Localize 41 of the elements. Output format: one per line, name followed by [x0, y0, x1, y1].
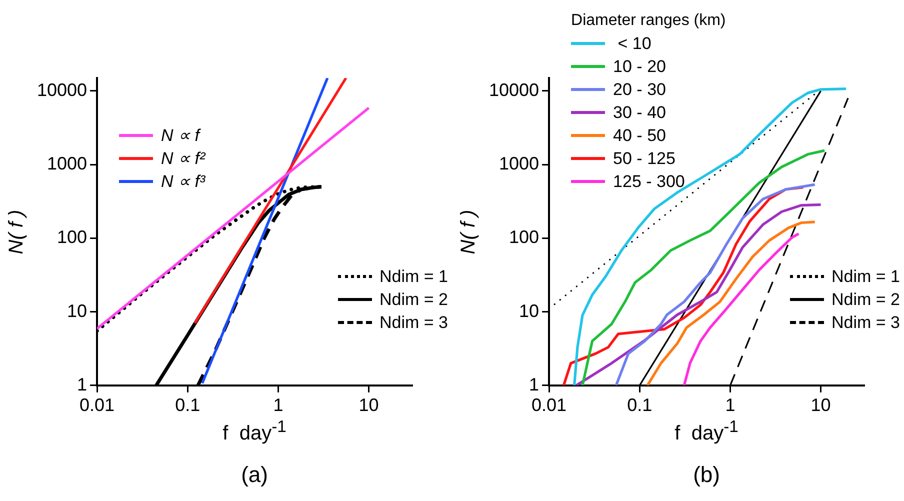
x-tick-label: 0.1	[627, 395, 652, 416]
legend-label: Ndim = 2	[832, 290, 900, 310]
y-tick-label: 10	[519, 300, 540, 321]
y-tick-label: 1	[529, 374, 540, 394]
x-tick-label: 1	[273, 395, 284, 416]
legend-label: 20 - 30	[613, 80, 666, 100]
legend-label: Ndim = 1	[832, 266, 900, 287]
y-tick-label: 1000	[47, 154, 88, 174]
legend-label: Ndim = 2	[380, 290, 448, 310]
y-tick-label: 1	[77, 374, 88, 394]
x-tick-label: 0.01	[80, 395, 115, 416]
x-tick-label: 10	[810, 395, 831, 416]
y-tick-label: 1000	[499, 154, 540, 174]
legend-label: Ndim = 3	[380, 312, 448, 333]
legend-label: N ∝ f	[161, 125, 200, 146]
legend-label: 40 - 50	[613, 126, 666, 146]
legend-label: N ∝ f³	[161, 171, 206, 192]
legend-label: 50 - 125	[613, 148, 676, 168]
y-tick-label: 10000	[488, 80, 540, 100]
legend-label: N ∝ f²	[161, 148, 206, 169]
legend-title: Diameter ranges (km)	[571, 12, 726, 30]
x-tick-label: 1	[725, 395, 736, 416]
legend-label: 10 - 20	[613, 56, 666, 76]
y-tick-label: 10000	[36, 80, 88, 100]
legend-label: 125 - 300	[613, 172, 685, 192]
x-tick-label: 0.01	[532, 395, 567, 416]
legend-label: Ndim = 3	[832, 312, 900, 333]
y-tick-label: 100	[57, 227, 88, 248]
y-tick-label: 100	[509, 227, 540, 248]
legend-label: Ndim = 1	[380, 266, 448, 287]
y-tick-label: 10	[67, 300, 88, 321]
text: (a)	[241, 462, 268, 488]
x-tick-label: 0.1	[175, 395, 200, 416]
x-tick-label: 10	[358, 395, 379, 416]
y-axis-title: N( f )	[6, 209, 29, 254]
legend-label: 30 - 40	[613, 102, 666, 122]
y-axis-title: N( f )	[458, 209, 481, 254]
x-axis-title: f day$^{-1}$	[674, 417, 738, 446]
x-axis-title: f day$^{-1}$	[222, 417, 286, 446]
legend-label: < 10	[616, 34, 652, 54]
text: (b)	[693, 462, 720, 488]
